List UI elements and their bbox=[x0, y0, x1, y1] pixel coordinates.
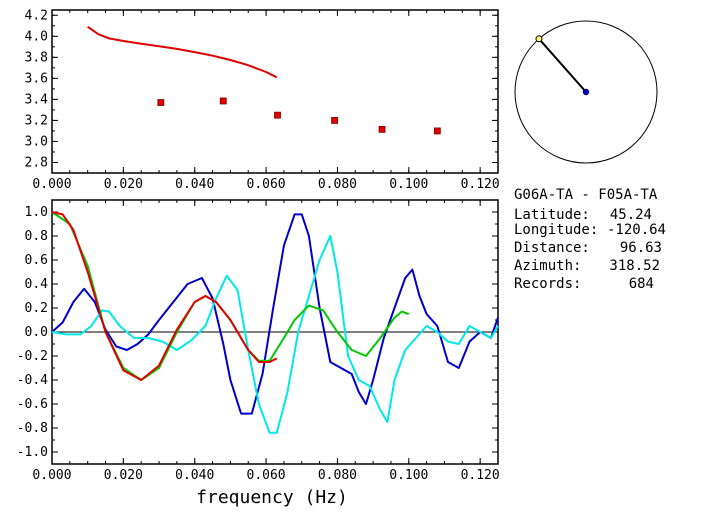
y-tick-label: 4.2 bbox=[25, 8, 48, 23]
info-block: G06A-TA - F05A-TA Latitude: 45.24 Longit… bbox=[514, 187, 666, 292]
y-tick-label: 3.8 bbox=[25, 50, 48, 65]
station-marker bbox=[535, 35, 543, 43]
latitude-value: 45.24 bbox=[610, 207, 652, 223]
distance-value: 96.63 bbox=[620, 240, 662, 256]
x-tick-label: 0.080 bbox=[318, 177, 357, 192]
x-axis-label: frequency (Hz) bbox=[196, 487, 348, 508]
x-tick-label: 0.060 bbox=[247, 468, 286, 483]
velocity-panel: 0.000 0.020 0.040 0.060 0.080 0.100 0.120 2.8 3.… bbox=[25, 8, 500, 192]
x-tick-label: 0.120 bbox=[461, 177, 500, 192]
records-value: 684 bbox=[629, 276, 654, 292]
y-tick-label: 4.0 bbox=[25, 29, 48, 44]
azimuth-compass bbox=[514, 20, 658, 164]
azimuth-label: Azimuth: bbox=[514, 258, 581, 274]
azimuth-needle bbox=[538, 38, 587, 93]
distance-label: Distance: bbox=[514, 240, 590, 256]
latitude-label: Latitude: bbox=[514, 207, 590, 223]
y-tick-label: 0.6 bbox=[25, 253, 48, 268]
series-line-cyan bbox=[51, 235, 499, 434]
correlation-panel: 0.000 0.020 0.040 0.060 0.080 0.100 0.120 1.0 0.… bbox=[17, 199, 500, 483]
station-pair: G06A-TA - F05A-TA bbox=[514, 187, 658, 203]
x-tick-label: 0.100 bbox=[389, 177, 428, 192]
x-tick-label: 0.000 bbox=[32, 177, 71, 192]
data-point bbox=[331, 117, 338, 124]
x-tick-label: 0.120 bbox=[461, 468, 500, 483]
series-line-blue bbox=[51, 213, 499, 415]
data-point bbox=[157, 99, 165, 106]
y-tick-label: -1.0 bbox=[17, 445, 48, 460]
y-tick-label: 3.2 bbox=[25, 113, 48, 128]
series-line-red bbox=[51, 211, 278, 381]
records-label: Records: bbox=[514, 276, 581, 292]
x-tick-label: 0.080 bbox=[318, 468, 357, 483]
y-tick-label: 0.2 bbox=[25, 301, 48, 316]
series-line-green bbox=[51, 211, 410, 381]
y-tick-label: -0.4 bbox=[17, 373, 48, 388]
center-marker bbox=[582, 88, 590, 96]
y-tick-label: 0.4 bbox=[25, 277, 49, 292]
y-tick-label: 1.0 bbox=[25, 205, 48, 220]
x-tick-label: 0.020 bbox=[104, 177, 143, 192]
y-tick-label: -0.2 bbox=[17, 349, 48, 364]
data-point bbox=[274, 111, 281, 119]
x-tick-label: 0.000 bbox=[32, 468, 71, 483]
y-tick-label: 0.0 bbox=[25, 325, 48, 340]
y-tick-label: 3.0 bbox=[25, 134, 48, 149]
x-tick-label: 0.040 bbox=[175, 177, 214, 192]
x-tick-label: 0.040 bbox=[175, 468, 214, 483]
y-tick-label: 3.6 bbox=[25, 71, 48, 86]
y-tick-label: 2.8 bbox=[25, 155, 48, 170]
x-tick-label: 0.020 bbox=[104, 468, 143, 483]
longitude-value: -120.64 bbox=[607, 222, 666, 238]
x-tick-label: 0.060 bbox=[247, 177, 286, 192]
velocity-panel-frame bbox=[51, 9, 499, 174]
series-line-red bbox=[87, 25, 278, 79]
longitude-label: Longitude: bbox=[514, 222, 598, 238]
y-tick-label: -0.6 bbox=[17, 397, 48, 412]
x-tick-label: 0.100 bbox=[389, 468, 428, 483]
azimuth-value: 318.52 bbox=[609, 258, 660, 274]
y-tick-label: -0.8 bbox=[17, 421, 48, 436]
data-point bbox=[433, 127, 441, 135]
data-point bbox=[219, 97, 227, 105]
y-tick-label: 3.4 bbox=[25, 92, 49, 107]
compass-circle bbox=[514, 20, 658, 164]
data-point bbox=[378, 125, 386, 133]
y-tick-label: 0.8 bbox=[25, 229, 48, 244]
